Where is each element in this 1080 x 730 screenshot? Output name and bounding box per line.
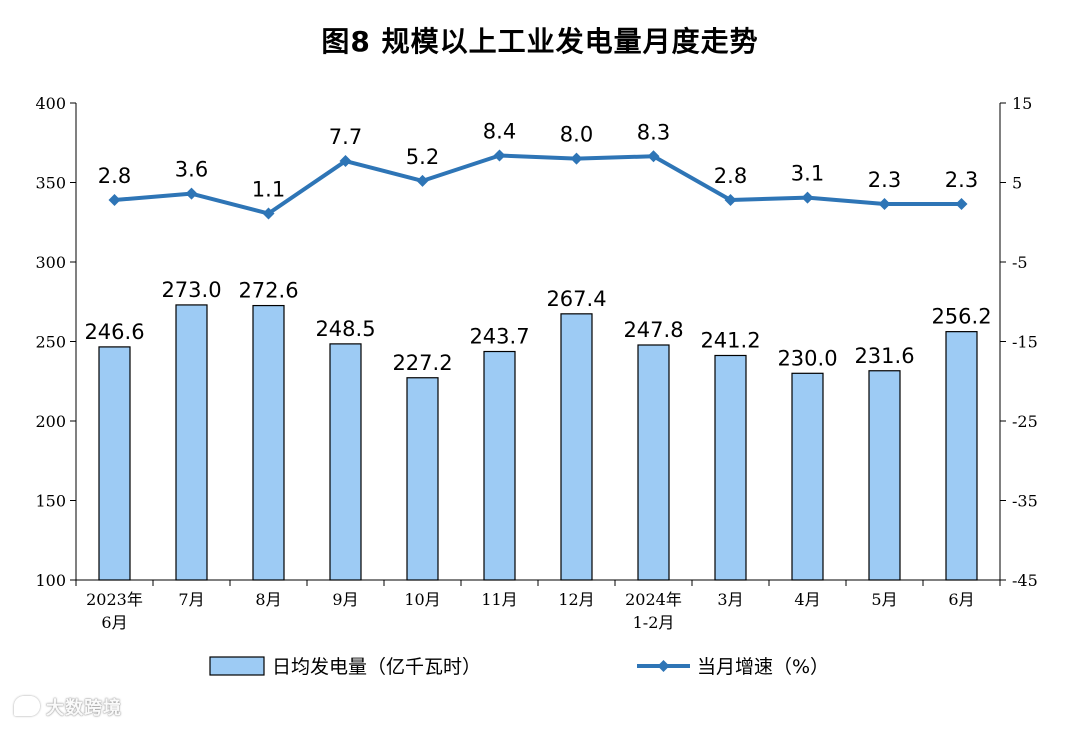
legend: 日均发电量（亿千瓦时） 当月增速（%）	[209, 656, 829, 678]
category-label: 2023年	[86, 590, 143, 609]
line-point	[185, 187, 198, 200]
line-point	[724, 193, 737, 206]
bar-data-label: 272.6	[238, 279, 298, 303]
line-data-label: 3.1	[791, 162, 824, 186]
line-data-label: 8.0	[560, 123, 593, 147]
category-label: 4月	[794, 590, 820, 609]
bar	[483, 350, 516, 581]
category-label: 7月	[178, 590, 204, 609]
left-axis-tick-label: 300	[35, 253, 66, 272]
legend-bar-swatch	[209, 656, 265, 676]
bar	[945, 331, 978, 581]
right-axis-tick-label: 5	[1012, 174, 1022, 193]
line-point	[878, 197, 891, 210]
bar-data-labels: 246.6 273.0 272.6 248.5 227.2 243.7 267.4 247.8…	[84, 278, 991, 375]
line-data-label: 2.8	[714, 164, 747, 188]
bar	[868, 370, 901, 581]
watermark: 大数跨境	[14, 694, 122, 720]
category-label: 10月	[404, 590, 440, 609]
watermark-text: 大数跨境	[46, 698, 122, 719]
line-point	[955, 197, 968, 210]
line-data-label: 2.3	[868, 168, 901, 192]
legend-line-marker	[657, 660, 670, 672]
line-point	[108, 193, 121, 206]
left-axis-tick-label: 200	[35, 412, 66, 431]
legend-bar-label: 日均发电量（亿千瓦时）	[272, 656, 481, 678]
bar-data-label: 230.0	[777, 346, 837, 370]
bar	[637, 344, 670, 581]
category-label: 1-2月	[633, 613, 675, 632]
bar	[252, 304, 285, 581]
right-axis-tick-label: -5	[1012, 253, 1028, 272]
line-point	[339, 155, 352, 168]
line-point	[416, 174, 429, 187]
line-data-label: 1.1	[252, 178, 285, 202]
line-point	[570, 152, 583, 165]
category-label: 11月	[481, 590, 517, 609]
bar-data-label: 231.6	[854, 344, 914, 368]
line-point	[493, 149, 506, 162]
bar-data-label: 267.4	[546, 287, 606, 311]
category-label: 5月	[871, 590, 897, 609]
growth-line	[114, 153, 962, 216]
bar	[406, 377, 439, 581]
line-data-label: 2.8	[98, 164, 131, 188]
line-series	[108, 149, 968, 220]
bar	[175, 304, 208, 581]
line-point	[647, 150, 660, 163]
line-data-label: 2.3	[945, 168, 978, 192]
bar	[98, 346, 131, 581]
line-data-label: 3.6	[175, 158, 208, 182]
bar	[714, 354, 747, 581]
bar	[560, 313, 593, 581]
right-axis-tick-label: -25	[1012, 412, 1038, 431]
bar-data-label: 227.2	[392, 351, 452, 375]
bar-data-label: 241.2	[700, 328, 760, 352]
right-axis-tick-label: -15	[1012, 333, 1038, 352]
line-point	[262, 207, 275, 220]
category-label: 3月	[717, 590, 743, 609]
left-axis-tick-label: 250	[35, 333, 66, 352]
right-axis-tick-label: 15	[1012, 94, 1032, 113]
bar	[791, 372, 824, 581]
category-label: 2024年	[625, 590, 682, 609]
line-data-labels: 2.8 3.6 1.1 7.7 5.2 8.4 8.0 8.3 2.8 3.1 2.3 2.3	[98, 119, 978, 201]
bar-series	[98, 304, 978, 581]
bar-data-label: 273.0	[161, 278, 221, 302]
bar-data-label: 247.8	[623, 318, 683, 342]
right-axis-tick-label: -35	[1012, 492, 1038, 511]
bar-data-label: 248.5	[315, 317, 375, 341]
line-data-label: 7.7	[329, 125, 362, 149]
right-axis-tick-label: -45	[1012, 571, 1038, 590]
line-point	[801, 191, 814, 204]
left-axis-tick-label: 350	[35, 174, 66, 193]
watermark-logo-icon	[14, 696, 40, 716]
category-label: 12月	[558, 590, 594, 609]
category-label: 6月	[101, 613, 127, 632]
left-axis-tick-label: 400	[35, 94, 66, 113]
bar-data-label: 256.2	[931, 305, 991, 329]
line-data-label: 5.2	[406, 145, 439, 169]
legend-line-label: 当月增速（%）	[697, 656, 829, 678]
left-axis-tick-label: 100	[35, 571, 66, 590]
category-label: 6月	[948, 590, 974, 609]
bar	[329, 343, 362, 581]
bar-data-label: 243.7	[469, 325, 529, 349]
category-label: 9月	[332, 590, 358, 609]
chart-title: 图8 规模以上工业发电量月度走势	[321, 25, 759, 58]
bar-data-label: 246.6	[84, 320, 144, 344]
category-label: 8月	[255, 590, 281, 609]
category-labels: 2023年 6月 7月 8月 9月 10月 11月 12月 2024年 1-2月 3月 4月 5月 6月	[86, 590, 974, 632]
axes: 100 150 200 250 300 350 400 -45 -35 -25 -15 -5 5 15	[35, 94, 1037, 590]
left-axis-tick-label: 150	[35, 492, 66, 511]
line-data-label: 8.3	[637, 120, 670, 144]
line-data-label: 8.4	[483, 119, 516, 143]
